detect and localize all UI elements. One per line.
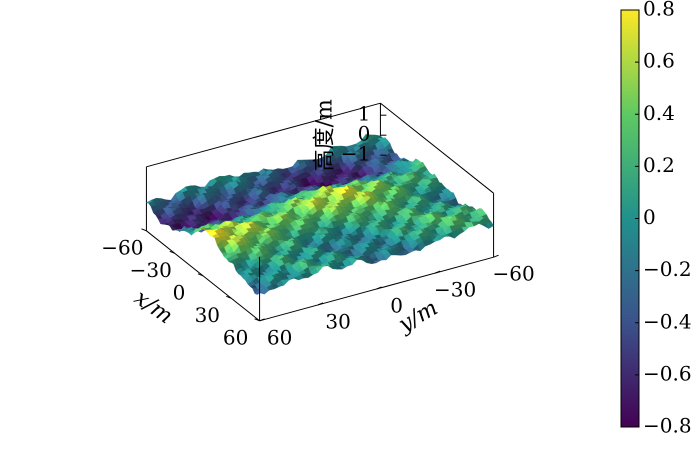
colorbar-tick-label: −0.2 xyxy=(643,257,692,281)
colorbar-tick-label: −0.4 xyxy=(643,309,692,333)
x-tick-label: 30 xyxy=(195,303,220,327)
z-tick-label: 1 xyxy=(358,102,371,126)
colorbar-tick-label: −0.8 xyxy=(643,414,692,438)
x-tick xyxy=(141,229,146,231)
z-axis-label: 高度/m xyxy=(312,99,337,171)
y-tick xyxy=(494,255,499,257)
y-tick-label: 60 xyxy=(267,325,292,349)
colorbar-tick-label: 0.4 xyxy=(643,101,675,125)
y-tick-label: −30 xyxy=(434,278,476,302)
colorbar-tick-label: −0.6 xyxy=(643,361,692,385)
colorbar-tick-label: 0.8 xyxy=(643,0,675,21)
colorbar: 0.8 0.6 0.4 0.2 0 −0.2 −0.4 −0.6 −0.8 xyxy=(621,0,692,438)
x-tick-label: −60 xyxy=(101,235,143,259)
x-axis-label: x/m xyxy=(129,285,177,329)
x-tick-label: −30 xyxy=(130,258,172,282)
y-tick-label: 30 xyxy=(325,309,350,333)
x-tick-label: 0 xyxy=(173,280,186,304)
colorbar-tick-label: 0.2 xyxy=(643,153,675,177)
colorbar-tick-label: 0.6 xyxy=(643,49,675,73)
colorbar-tick-label: 0 xyxy=(643,205,656,229)
y-tick-label: −60 xyxy=(492,262,534,286)
x-tick-label: 60 xyxy=(223,325,248,349)
